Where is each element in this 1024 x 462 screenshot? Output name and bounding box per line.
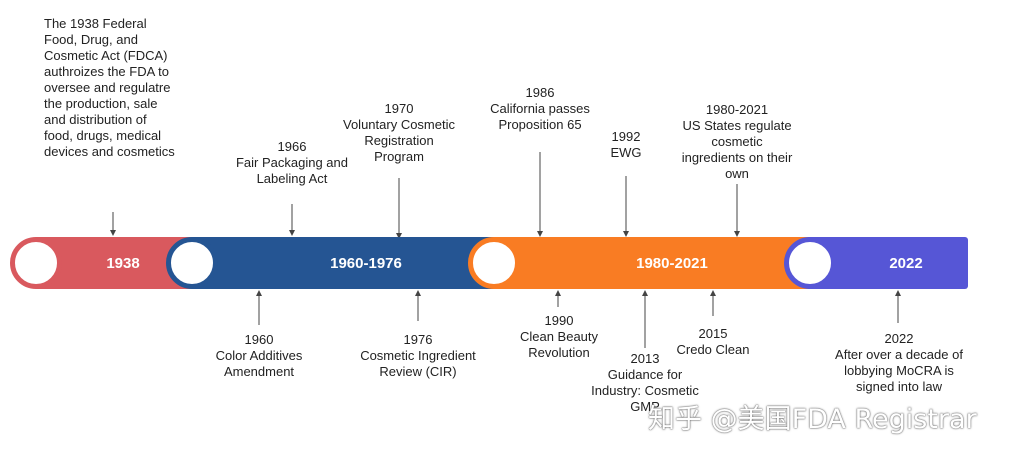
era-band-1980-2021: 1980-2021 — [494, 237, 810, 289]
event-note-1966: 1966 Fair Packaging and Labeling Act — [235, 139, 348, 186]
event-note-1976: 1976 Cosmetic Ingredient Review (CIR) — [360, 332, 476, 379]
event-note-us-states: 1980-2021 US States regulate cosmetic in… — [681, 102, 793, 181]
era-marker-circle — [784, 237, 836, 289]
era-label-1938: 1938 — [106, 254, 140, 272]
event-note-1986: 1986 California passes Proposition 65 — [490, 85, 590, 132]
era-marker-circle — [468, 237, 520, 289]
event-note-2015: 2015 Credo Clean — [676, 326, 750, 357]
era-label-1960-1976: 1960-1976 — [330, 254, 402, 272]
event-note-2013: 2013 Guidance for Industry: Cosmetic GMP — [591, 351, 699, 414]
era-label-2022: 2022 — [889, 254, 923, 272]
era-marker-circle — [10, 237, 62, 289]
event-note-1938-fdca: The 1938 Federal Food, Drug, and Cosmeti… — [44, 16, 175, 159]
watermark: 知乎 @美国FDA Registrar — [648, 404, 977, 435]
event-note-2022: 2022 After over a decade of lobbying MoC… — [835, 331, 963, 394]
era-marker-circle — [166, 237, 218, 289]
era-label-1980-2021: 1980-2021 — [636, 254, 708, 272]
era-band-1960-1976: 1960-1976 — [192, 237, 496, 289]
event-note-1970: 1970 Voluntary Cosmetic Registration Pro… — [343, 101, 455, 164]
event-note-1992: 1992 EWG — [610, 129, 642, 160]
event-note-1990: 1990 Clean Beauty Revolution — [519, 313, 599, 360]
event-note-1960: 1960 Color Additives Amendment — [215, 332, 303, 379]
era-band-2022: 2022 — [808, 237, 968, 289]
